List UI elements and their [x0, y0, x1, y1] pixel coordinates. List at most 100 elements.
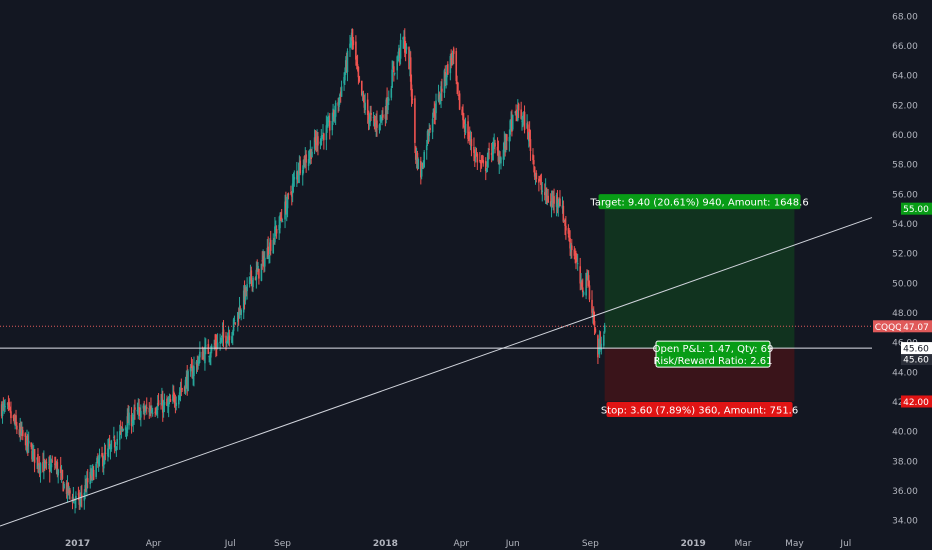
candle-418 — [493, 133, 495, 150]
candle-202 — [238, 296, 241, 319]
candle-465 — [549, 193, 552, 207]
candle-body — [237, 312, 239, 322]
candle-391 — [462, 104, 464, 129]
candle-body — [352, 40, 355, 46]
candle-469 — [553, 188, 555, 214]
candle-body — [119, 427, 122, 429]
candle-body — [191, 366, 194, 378]
candle-262 — [309, 140, 312, 165]
candle-105 — [124, 425, 127, 437]
candle-body — [268, 255, 270, 259]
candle-446 — [527, 121, 529, 140]
candle-body — [545, 187, 548, 198]
candle-body — [593, 320, 596, 327]
candle-body — [429, 127, 431, 131]
candle-269 — [317, 132, 319, 156]
candle-body — [328, 120, 331, 131]
candle-197 — [232, 317, 235, 336]
candle-133 — [156, 395, 159, 419]
candle-27 — [32, 442, 34, 462]
candle-14 — [16, 421, 18, 434]
candle-198 — [233, 315, 236, 325]
candle-body — [110, 440, 113, 450]
time-axis[interactable]: 2017 Apr Jul Sep 2018 Apr Jun Sep 2019 Mar May Jul — [65, 539, 851, 549]
candle-309 — [364, 93, 366, 115]
candle-body — [339, 91, 342, 97]
candle-body — [521, 120, 523, 122]
candle-body — [80, 494, 82, 497]
candle-21 — [25, 435, 27, 451]
candle-231 — [273, 237, 275, 245]
y-tick-label: 52.00 — [892, 250, 918, 260]
candle-body — [552, 198, 555, 203]
candle-34 — [39, 462, 42, 483]
candle-117 — [138, 398, 140, 417]
candle-body — [444, 72, 447, 82]
candle-209 — [246, 277, 248, 300]
candle-93 — [109, 444, 112, 460]
candle-332 — [392, 60, 394, 70]
candle-468 — [552, 190, 555, 211]
candle-body — [4, 406, 6, 408]
candle-17 — [20, 421, 22, 440]
candle-body — [319, 141, 322, 144]
candle-397 — [468, 126, 471, 145]
candle-130 — [154, 407, 156, 417]
candle-body — [581, 287, 584, 293]
candle-body — [467, 121, 469, 139]
candle-body — [32, 449, 34, 460]
candle-body — [522, 116, 524, 119]
candle-body — [425, 145, 428, 151]
candle-417 — [492, 137, 495, 161]
candle-81 — [96, 456, 98, 464]
candle-250 — [296, 161, 298, 188]
candle-body — [468, 135, 471, 140]
candle-116 — [137, 398, 140, 420]
candle-230 — [272, 233, 275, 254]
candle-49 — [57, 468, 59, 484]
candle-481 — [568, 228, 571, 242]
candle-507 — [598, 330, 601, 359]
candle-264 — [311, 146, 313, 158]
candle-body — [102, 455, 104, 467]
candle-74 — [86, 469, 89, 489]
candle-341 — [403, 30, 405, 49]
candle-224 — [264, 251, 266, 272]
candle-98 — [115, 446, 118, 457]
candle-body — [264, 257, 266, 267]
candle-body — [108, 443, 111, 448]
candle-161 — [190, 357, 193, 368]
candle-body — [409, 57, 412, 82]
candle-380 — [449, 53, 452, 81]
candle-body — [137, 406, 140, 413]
candle-445 — [526, 114, 528, 130]
candle-body — [438, 95, 441, 100]
candle-121 — [143, 400, 146, 420]
candle-363 — [428, 123, 431, 142]
candle-body — [89, 472, 92, 485]
candle-254 — [299, 156, 302, 176]
candle-72 — [85, 478, 87, 493]
candle-191 — [226, 341, 228, 348]
candle-382 — [451, 52, 453, 66]
candle-body — [331, 120, 334, 131]
candle-452 — [533, 166, 536, 180]
candle-body — [390, 88, 393, 98]
candle-204 — [240, 308, 242, 321]
candle-69 — [81, 484, 83, 508]
candle-113 — [133, 404, 135, 425]
x-tick-label: Apr — [146, 539, 162, 549]
candle-350 — [414, 95, 416, 154]
candle-112 — [132, 414, 135, 433]
candle-436 — [515, 104, 517, 122]
candle-228 — [269, 238, 271, 264]
candle-145 — [172, 384, 174, 404]
candle-body — [302, 159, 305, 170]
candle-348 — [410, 74, 413, 107]
candle-body — [385, 99, 388, 120]
candle-302 — [356, 54, 359, 72]
candle-body — [374, 122, 377, 126]
candle-18 — [21, 421, 23, 437]
